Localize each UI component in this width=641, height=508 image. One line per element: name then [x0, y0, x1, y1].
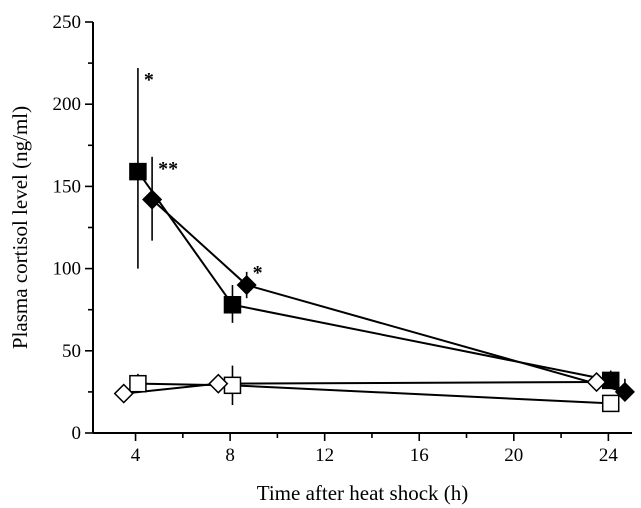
y-tick-label: 50 [62, 341, 81, 362]
error-bars [122, 68, 626, 409]
y-ticks: 0 50 100 150 200 250 [53, 12, 93, 444]
x-axis-title: Time after heat shock (h) [257, 481, 469, 505]
data-point [129, 162, 147, 181]
x-tick-label: 8 [225, 445, 235, 466]
y-tick-label: 100 [53, 259, 82, 280]
series-line [137, 382, 611, 405]
annotations: **** [144, 69, 263, 284]
y-tick-label: 0 [72, 423, 82, 444]
y-tick-label: 250 [53, 12, 82, 33]
x-tick-label: 12 [315, 445, 334, 466]
data-point [236, 274, 257, 296]
data-point [586, 371, 607, 393]
data-point [601, 394, 620, 413]
y-tick-label: 150 [53, 176, 82, 197]
x-ticks: 4 8 12 16 20 24 [131, 433, 619, 466]
series-lines [123, 171, 626, 405]
x-tick-label: 4 [131, 445, 141, 466]
series-line [151, 198, 626, 393]
x-tick-label: 16 [410, 445, 429, 466]
data-point [614, 381, 635, 402]
y-tick-label: 200 [53, 94, 82, 115]
markers [113, 162, 635, 413]
data-point [208, 373, 229, 394]
y-axis-title: Plasma cortisol level (ng/ml) [8, 106, 32, 349]
data-point [223, 296, 242, 314]
data-point [142, 189, 163, 210]
significance-marker: * [253, 262, 263, 284]
x-tick-label: 24 [599, 445, 619, 466]
x-tick-label: 20 [504, 445, 523, 466]
data-point [601, 371, 620, 390]
data-point [223, 376, 242, 395]
data-point [129, 374, 147, 393]
series-line [137, 171, 611, 382]
significance-marker: ** [158, 158, 178, 180]
data-point [113, 383, 134, 404]
significance-marker: * [144, 69, 154, 91]
